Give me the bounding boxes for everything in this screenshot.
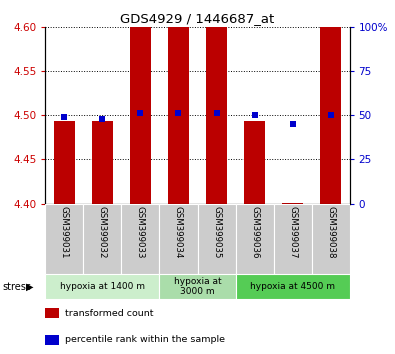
Text: GSM399034: GSM399034 <box>174 206 183 258</box>
Text: hypoxia at 1400 m: hypoxia at 1400 m <box>60 282 145 291</box>
Text: percentile rank within the sample: percentile rank within the sample <box>65 336 225 344</box>
Text: GSM399036: GSM399036 <box>250 206 259 258</box>
Bar <box>273 204 312 274</box>
Bar <box>282 203 303 204</box>
Bar <box>45 204 83 274</box>
Bar <box>92 121 113 204</box>
Text: hypoxia at
3000 m: hypoxia at 3000 m <box>174 277 221 296</box>
Text: GSM399031: GSM399031 <box>60 206 69 258</box>
Bar <box>83 204 122 274</box>
Text: ▶: ▶ <box>26 282 33 292</box>
Text: GSM399032: GSM399032 <box>98 206 107 258</box>
Bar <box>235 204 274 274</box>
Text: GDS4929 / 1446687_at: GDS4929 / 1446687_at <box>120 12 275 25</box>
Text: GSM399033: GSM399033 <box>136 206 145 258</box>
Bar <box>45 274 160 299</box>
Bar <box>206 27 227 204</box>
Bar <box>198 204 235 274</box>
Bar <box>122 204 160 274</box>
Bar <box>244 121 265 204</box>
Text: GSM399037: GSM399037 <box>288 206 297 258</box>
Bar <box>54 121 75 204</box>
Bar <box>45 335 59 345</box>
Text: GSM399035: GSM399035 <box>212 206 221 258</box>
Text: hypoxia at 4500 m: hypoxia at 4500 m <box>250 282 335 291</box>
Bar <box>160 274 235 299</box>
Text: stress: stress <box>2 282 31 292</box>
Bar <box>130 27 151 204</box>
Bar <box>320 27 341 204</box>
Bar <box>235 274 350 299</box>
Bar <box>45 308 59 319</box>
Bar <box>160 204 198 274</box>
Text: transformed count: transformed count <box>65 309 154 318</box>
Bar <box>168 27 189 204</box>
Text: GSM399038: GSM399038 <box>326 206 335 258</box>
Bar <box>312 204 350 274</box>
